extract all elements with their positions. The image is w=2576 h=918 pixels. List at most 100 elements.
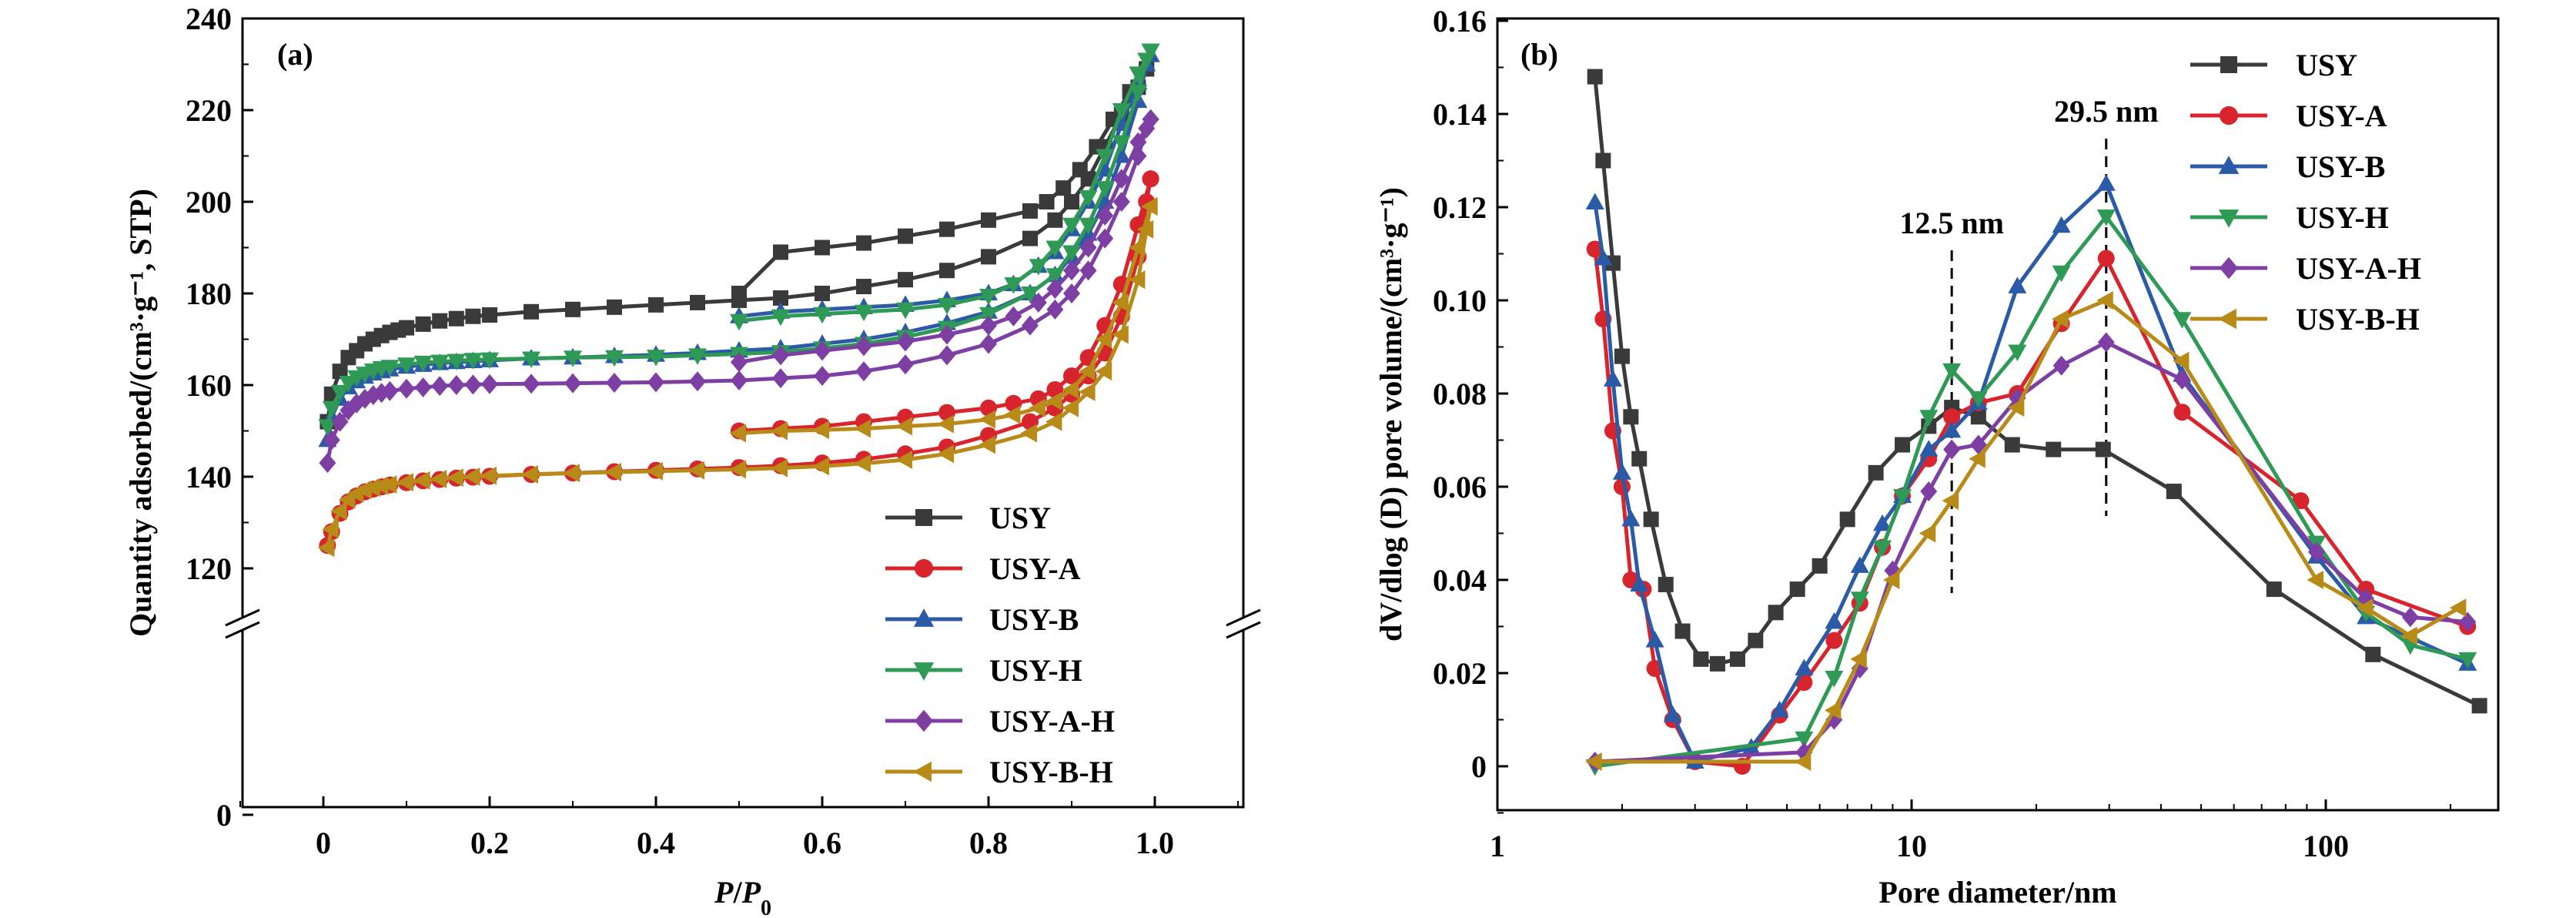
panel-a-data-point [1062,217,1081,235]
panel-b-series-usy-b-h [1585,291,2467,771]
panel-a-data-point [689,371,706,392]
panel-b-data-point [1970,409,1986,425]
panel-b-data-point [1969,449,1986,468]
panel-a-y-axis-label: Quantity adsorbed/(cm³·g⁻¹, STP) [123,189,158,637]
panel-a-data-point [318,419,337,437]
panel-b-data-point [1850,649,1867,668]
panel-b-series-line [1594,298,2461,764]
panel-a-data-point [898,228,913,244]
panel-b-data-point [1920,481,1938,502]
panel-a-data-point [1062,398,1079,417]
panel-a-data-point [1021,286,1039,303]
panel-a-data-point [1045,240,1065,257]
panel-a-data-point [1079,362,1096,381]
panel-a-data-point [480,466,497,485]
panel-a-data-point [607,299,622,315]
panel-a-data-point [855,304,873,322]
panel-a-y-tick-label: 240 [186,2,232,36]
panel-b-data-point [1645,631,1664,648]
panel-b-data-point [2004,437,2020,453]
panel-b-y-tick-label: 0.04 [1433,563,1487,598]
panel-a-data-point [364,385,382,406]
panel-b-data-point [2365,646,2381,662]
panel-b-data-point [1824,701,1842,720]
panel-b-data-point [1893,489,1912,506]
panel-b-data-point [2052,310,2069,329]
panel-a-data-point [773,290,788,306]
panel-a-data-point [648,297,664,313]
panel-b-legend-marker [2218,156,2240,174]
panel-a-legend-marker [914,558,934,578]
panel-a-data-point [1064,194,1079,209]
panel-a-data-point [897,331,914,352]
panel-b-legend-label: USY-A-H [2296,251,2421,286]
panel-a-data-point [380,475,397,494]
panel-a-data-point [447,375,465,395]
panel-a-data-point [464,374,482,395]
panel-a-axis-break-mark [225,621,260,639]
panel-a-legend-label: USY-A-H [989,704,1115,739]
panel-a-data-point [463,467,480,486]
panel-b-data-point [1674,623,1691,639]
panel-a-legend-label: USY-A [989,551,1081,586]
panel-a-data-point [856,235,871,251]
panel-b-data-point [2356,598,2374,618]
panel-b-data-point [1825,671,1844,688]
panel-b-data-point [1623,409,1639,425]
panel-a-data-point [1029,398,1045,417]
panel-a-data-point [688,348,707,365]
panel-a-data-point [355,481,372,500]
panel-b-label: (b) [1521,37,1558,72]
panel-a-data-point [415,316,431,332]
panel-a-data-point [1045,412,1062,431]
panel-a-y-tick-label: 120 [186,551,232,586]
panel-a-data-point [397,357,416,374]
panel-a-data-point [980,333,997,354]
panel-a-x-label-slash: / [732,875,742,910]
panel-a-data-point [812,457,829,476]
panel-a-data-point [1046,279,1064,300]
panel-a-data-point [1129,66,1148,83]
panel-b-data-point [1595,152,1611,169]
panel-b-data-point [1919,524,1936,543]
panel-a-data-point [447,353,466,370]
panel-a-series-usy-h [318,43,1160,437]
panel-b-legend: USY USY-A USY-B USY-H USY-A-H USY-B-H [2190,48,2421,337]
panel-a-x-tick-label: 0.6 [803,826,841,860]
panel-a-y-tick-label: 0 [216,798,232,833]
panel-a-data-point [1112,325,1129,344]
panel-a-data-point [979,435,995,454]
panel-a-data-point [1129,85,1148,102]
panel-b-data-point [2008,344,2027,362]
panel-b-y-tick-label: 0.16 [1433,4,1487,39]
panel-b-data-point [2096,209,2116,226]
panel-b-data-point [1882,571,1900,589]
panel-b-data-point [1812,558,1828,574]
panel-a-legend-marker [913,761,932,782]
panel-b-data-point [1795,658,1814,675]
panel-a-data-point [731,352,748,373]
panel-a-legend-label: USY-B [989,602,1079,637]
panel-a-data-point [604,463,621,482]
panel-b-data-point [1789,581,1805,598]
panel-b-data-point [1850,556,1869,573]
panel-a-data-point [1020,424,1037,443]
panel-b-y-tick-label: 0.08 [1433,377,1487,411]
panel-a-data-point [1129,132,1147,152]
panel-a-data-point [980,315,997,336]
panel-a-data-point [322,520,339,539]
panel-a-data-point [380,360,400,377]
panel-a-data-point [330,501,347,521]
panel-a-data-point [814,340,831,361]
panel-a-data-point [772,345,789,366]
panel-a-data-point [1046,299,1064,320]
panel-a-data-point [1096,205,1114,226]
panel-b-data-point [1604,255,1621,271]
panel-a-data-point [564,350,582,367]
panel-a-data-point [814,366,831,387]
panel-b-legend-marker [2218,209,2240,228]
panel-a-data-point [322,400,341,418]
panel-b-legend-label: USY-H [2296,200,2389,235]
panel-a-data-point [647,350,665,367]
panel-a-x-axis-label: P/P0 [714,875,771,918]
